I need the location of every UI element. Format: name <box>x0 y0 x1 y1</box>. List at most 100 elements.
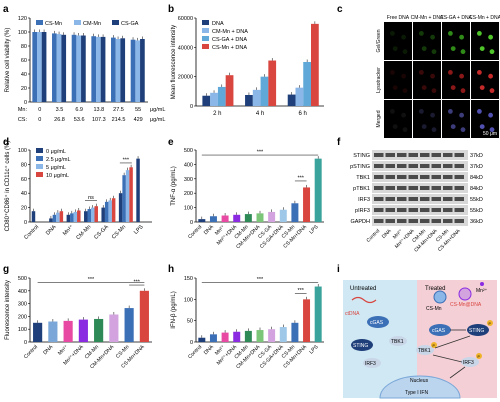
panel-label-e: e <box>168 137 174 148</box>
y-tick-label: 120 <box>18 16 27 22</box>
bar-CS-GA <box>100 36 106 102</box>
bar-CS-GA + DNA <box>260 76 269 106</box>
bar-2.5 μg/mL <box>70 213 74 222</box>
bar-CM-Mn + DNA <box>295 87 304 106</box>
y-tick-label: 20000 <box>178 75 193 81</box>
y-tick-label: 100 <box>184 206 193 212</box>
significance-label: *** <box>123 157 130 163</box>
type-i-ifn-label: Type I IFN <box>405 390 428 396</box>
cell-fluorescence <box>401 73 406 79</box>
micrograph-tile <box>413 100 441 138</box>
sting-protein-untreated <box>351 339 373 351</box>
bar-CM-Mn <box>244 330 252 342</box>
cell-fluorescence <box>479 85 485 90</box>
bar-CM-Mn <box>76 35 82 102</box>
cell-fluorescence <box>421 85 427 90</box>
y-tick-label: 20 <box>21 206 27 212</box>
blot-band <box>431 175 441 179</box>
blot-band <box>420 219 430 223</box>
chart-d: 0 20 40 60 80 100 CD80⁺CD86⁺ in CD11c⁺ cells (… <box>4 141 152 241</box>
protein-label: STING <box>353 153 370 159</box>
csmn-dna-particle <box>458 287 472 301</box>
micrograph-tile <box>384 22 412 60</box>
cgas-label-treated: cGAS <box>432 328 446 334</box>
bar-CS-Mn + DNA <box>311 23 319 106</box>
panel-label-i: i <box>337 264 340 275</box>
row-label-mn: Mn: <box>18 107 28 113</box>
y-tick-label: 0 <box>190 220 193 226</box>
bar-CS-Mn <box>91 36 97 103</box>
blot-band <box>431 153 441 157</box>
charts-layer: 0 20 40 60 80 100 120 Relative cell viability (… <box>4 16 324 370</box>
western-blot-panel: STING 37kD pSTING 37kD TBK1 84kD pTBK1 84kD IRF3… <box>350 150 483 254</box>
bar-CS-Mn + DNA <box>225 75 234 106</box>
significance-label: *** <box>88 277 95 283</box>
panel-label-a: a <box>3 4 9 15</box>
cell-fluorescence <box>392 46 398 51</box>
tbk1-protein-treated <box>416 345 434 355</box>
column-label: CM-Mn + DNA <box>411 15 444 21</box>
cell-fluorescence <box>460 88 466 94</box>
bar-10 μg/mL <box>129 167 133 222</box>
legend-swatch <box>202 36 209 41</box>
phospho-sting <box>487 320 493 326</box>
arrow-tbk1-irf3 <box>432 354 463 363</box>
protein-label: pIRF3 <box>355 208 370 214</box>
blot-band <box>454 219 464 223</box>
bar-CM-Mn <box>115 39 121 102</box>
y-tick-label: 60000 <box>178 16 193 22</box>
cell-fluorescence <box>392 124 398 129</box>
blot-band <box>420 153 430 157</box>
x-tick-label: Mn²⁺ <box>57 344 70 357</box>
blot-band <box>420 175 430 179</box>
micrograph-tile <box>384 100 412 138</box>
tbk1-label-treated: TBK1 <box>418 348 431 354</box>
cell-fluorescence <box>479 46 485 51</box>
bar-CM-Mn+DNA <box>109 314 119 342</box>
blot-band <box>443 186 453 190</box>
legend-swatch <box>74 20 81 25</box>
x-tick-label: Control <box>187 344 203 360</box>
bar-2.5 μg/mL <box>122 175 126 222</box>
y-tick-label: 40000 <box>178 45 193 51</box>
legend-label: CS-GA + DNA <box>212 37 247 43</box>
x-tick-label: CS-Mn <box>111 224 127 240</box>
x-tick-label: 6 h <box>298 111 306 117</box>
y-tick-label: 80 <box>21 44 27 50</box>
bar-CS-GA <box>268 329 276 342</box>
cs-concentration: 429 <box>134 117 143 123</box>
untreated-label: Untreated <box>350 286 376 292</box>
bar-CM-Mn <box>96 36 101 102</box>
column-label: CS-GA + DNA <box>440 15 472 21</box>
y-axis-label: TNF-α (pg/mL) <box>171 166 177 205</box>
bar-CM-Mn+DNA <box>256 330 264 342</box>
bar-CM-Mn <box>135 40 141 102</box>
bar-DNA <box>287 94 296 106</box>
bar-10 μg/mL <box>111 198 116 222</box>
x-tick-label: DNA <box>45 224 58 237</box>
blot-band <box>431 219 441 223</box>
bar-0 μg/mL <box>49 218 53 222</box>
cell-fluorescence <box>402 127 408 133</box>
bar-10 μg/mL <box>59 211 64 222</box>
cell-fluorescence <box>390 70 395 75</box>
legend-swatch <box>36 172 43 177</box>
bar-5 μg/mL <box>73 211 78 222</box>
bar-CS-GA + DNA <box>303 62 312 106</box>
blot-band <box>397 197 407 201</box>
blot-band <box>385 186 395 190</box>
legend-label: CM-Mn <box>83 21 101 27</box>
micrograph-tile <box>471 100 499 138</box>
significance-label: *** <box>257 277 264 283</box>
bar-LPS <box>314 158 322 222</box>
csmn-label: CS-Mn <box>426 306 442 312</box>
cell-fluorescence <box>430 112 435 118</box>
blot-band <box>385 175 395 179</box>
pathway-schematic: Untreated Treated ctDNA cGAS STING TBK1 … <box>343 280 497 399</box>
blot-band <box>385 197 395 201</box>
panel-label-b: b <box>168 4 174 15</box>
bar-CS-Mn+DNA <box>303 187 311 222</box>
bar-Mn²⁺+DNA <box>233 214 241 222</box>
cell-fluorescence <box>448 70 453 75</box>
